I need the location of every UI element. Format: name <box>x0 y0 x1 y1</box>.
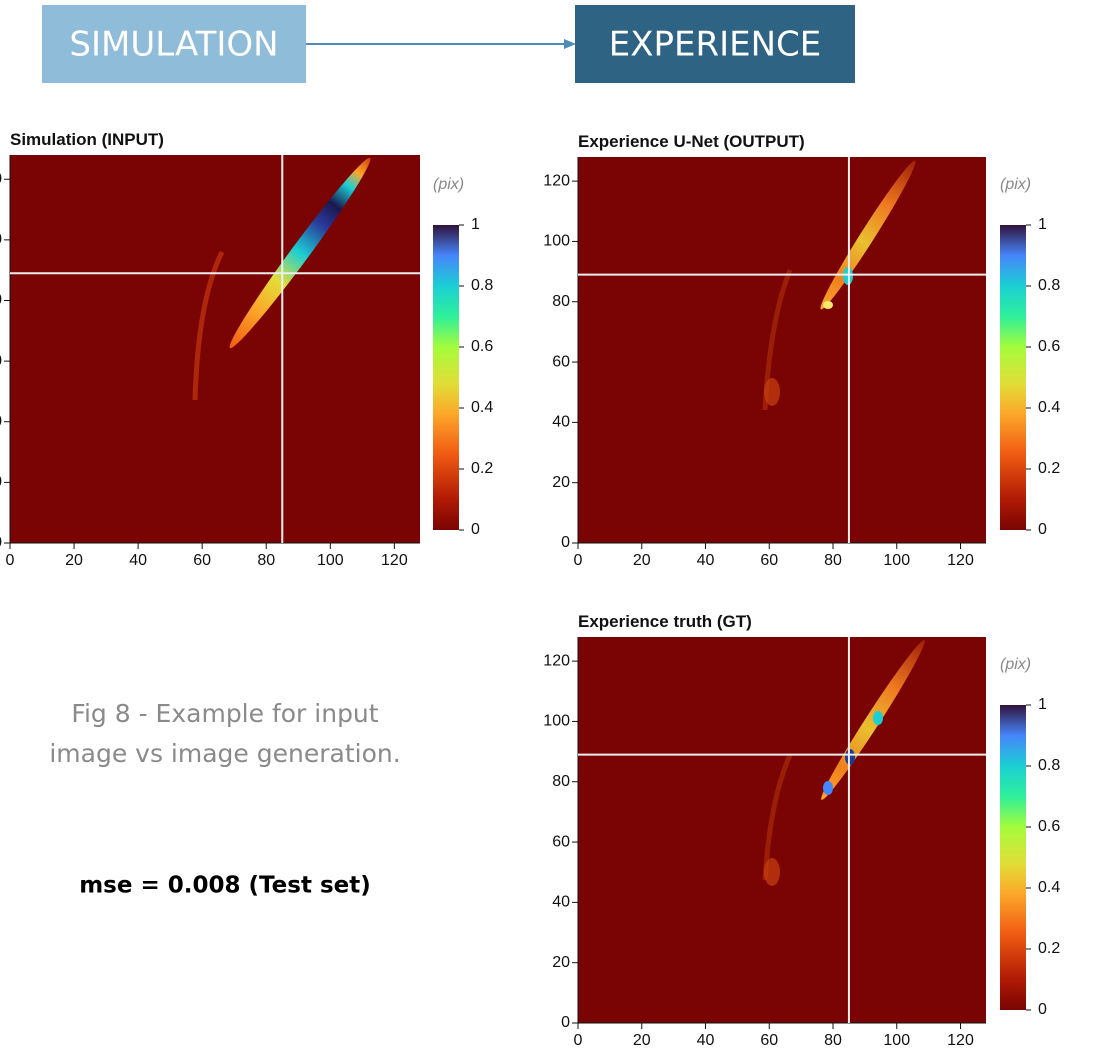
y-tick-label: 80 <box>552 293 570 310</box>
x-tick-label: 20 <box>633 552 651 569</box>
metric: mse = 0.008 (Test set) <box>79 873 371 899</box>
streak <box>229 157 371 349</box>
colorbar-tick-label: 0 <box>1038 521 1047 538</box>
caption-line: image vs image generation. <box>49 739 400 768</box>
colorbar-tick-label: 0.4 <box>1038 399 1060 416</box>
y-tick-label: 0 <box>0 534 2 551</box>
colorbar-unit: (pix) <box>433 176 464 193</box>
spot <box>845 749 855 765</box>
y-tick-label: 20 <box>552 954 570 971</box>
blob <box>764 858 780 886</box>
y-tick-label: 0 <box>561 1014 570 1031</box>
x-tick-label: 40 <box>697 1032 715 1049</box>
x-tick-label: 40 <box>129 552 147 569</box>
plot-backgrounds <box>10 155 986 1023</box>
spot <box>823 301 833 309</box>
panel-title: Simulation (INPUT) <box>10 130 164 149</box>
spot <box>873 711 883 725</box>
panel-title: Experience U-Net (OUTPUT) <box>578 132 805 151</box>
y-tick-label: 80 <box>552 773 570 790</box>
panel-title: Experience truth (GT) <box>578 612 752 631</box>
x-tick-label: 120 <box>947 1032 974 1049</box>
x-tick-label: 40 <box>697 552 715 569</box>
source-box <box>42 5 306 83</box>
x-tick-label: 80 <box>824 552 842 569</box>
x-tick-label: 100 <box>883 552 910 569</box>
colorbar-tick-label: 1 <box>1038 696 1047 713</box>
x-tick-label: 60 <box>760 1032 778 1049</box>
x-tick-label: 100 <box>883 1032 910 1049</box>
colorbar-tick-label: 0.8 <box>1038 277 1060 294</box>
colorbar <box>1000 705 1026 1010</box>
colorbar-tick-label: 0 <box>1038 1001 1047 1018</box>
arrow-head <box>564 39 576 49</box>
y-tick-label: 0 <box>561 534 570 551</box>
y-tick-label: 40 <box>552 414 570 431</box>
y-tick-label: 40 <box>552 894 570 911</box>
colorbar-unit: (pix) <box>1000 176 1031 193</box>
y-tick-label: 20 <box>552 474 570 491</box>
spot <box>823 781 833 795</box>
heatmap-background <box>10 155 420 543</box>
y-tick-label: 60 <box>552 833 570 850</box>
y-tick-label: 60 <box>0 352 2 369</box>
colorbar <box>1000 225 1026 530</box>
x-tick-label: 120 <box>381 552 408 569</box>
colorbar-tick-label: 0.2 <box>1038 940 1060 957</box>
x-tick-label: 20 <box>65 552 83 569</box>
blob <box>764 378 780 406</box>
chart-overlays: Simulation (INPUT)0204060801001200204060… <box>0 130 1060 1049</box>
colorbar-tick-label: 1 <box>471 216 480 233</box>
x-tick-label: 0 <box>6 552 15 569</box>
caption-line: Fig 8 - Example for input <box>71 699 378 728</box>
colorbar-tick-label: 0 <box>471 521 480 538</box>
x-tick-label: 0 <box>574 552 583 569</box>
colorbar-unit: (pix) <box>1000 656 1031 673</box>
x-tick-label: 20 <box>633 1032 651 1049</box>
colorbar-tick-label: 0.4 <box>1038 879 1060 896</box>
faint-arc <box>192 250 225 401</box>
target-label: EXPERIENCE <box>609 25 822 65</box>
y-tick-label: 20 <box>0 474 2 491</box>
source-label: SIMULATION <box>69 25 278 65</box>
x-tick-label: 0 <box>574 1032 583 1049</box>
colorbar-tick-label: 0.6 <box>1038 818 1060 835</box>
y-tick-label: 40 <box>0 413 2 430</box>
colorbar-tick-label: 0.2 <box>471 460 493 477</box>
target-box <box>575 5 855 83</box>
colorbar-tick-label: 0.6 <box>1038 338 1060 355</box>
y-tick-label: 100 <box>543 713 570 730</box>
x-tick-label: 100 <box>317 552 344 569</box>
y-tick-label: 120 <box>543 652 570 669</box>
y-tick-label: 120 <box>543 172 570 189</box>
heatmap-background <box>578 637 986 1023</box>
heatmap-features <box>192 157 925 886</box>
colorbar <box>433 225 459 530</box>
x-tick-label: 60 <box>760 552 778 569</box>
colorbar-tick-label: 0.8 <box>1038 757 1060 774</box>
colorbar-tick-label: 0.6 <box>471 338 493 355</box>
x-tick-label: 80 <box>824 1032 842 1049</box>
y-tick-label: 120 <box>0 170 2 187</box>
y-tick-label: 100 <box>543 233 570 250</box>
x-tick-label: 60 <box>193 552 211 569</box>
y-tick-label: 100 <box>0 231 2 248</box>
colorbar-tick-label: 0.8 <box>471 277 493 294</box>
colorbar-tick-label: 0.4 <box>471 399 493 416</box>
x-tick-label: 80 <box>257 552 275 569</box>
y-tick-label: 60 <box>552 353 570 370</box>
colorbar-tick-label: 0.2 <box>1038 460 1060 477</box>
heatmap-background <box>578 157 986 543</box>
y-tick-label: 80 <box>0 292 2 309</box>
colorbar-tick-label: 1 <box>1038 216 1047 233</box>
x-tick-label: 120 <box>947 552 974 569</box>
